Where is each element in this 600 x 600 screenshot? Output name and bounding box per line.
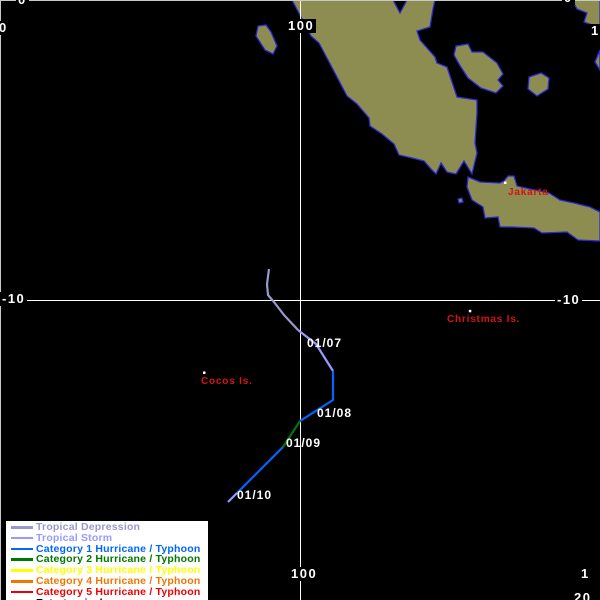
track-segment-tropical-storm-end bbox=[227, 492, 238, 503]
legend-label-category-2: Category 2 Hurricane / Typhoon bbox=[36, 553, 201, 566]
label-lon-100-bottom: 100 bbox=[289, 566, 320, 581]
label-date-0107: 01/07 bbox=[307, 336, 343, 350]
label-cocos-island: Cocos Is. bbox=[201, 376, 253, 387]
label-date-0109: 01/09 bbox=[286, 436, 322, 450]
island-sunda-strait bbox=[457, 197, 464, 204]
label-lon-left-edge: 0 bbox=[0, 21, 10, 35]
legend-label-category-1: Category 1 Hurricane / Typhoon bbox=[36, 542, 201, 555]
track-segment-tropical-storm bbox=[297, 329, 334, 372]
label-jakarta: Jakarta bbox=[508, 187, 549, 198]
legend-swatch-category-5 bbox=[11, 590, 33, 594]
legend-label-tropical-storm: Tropical Storm bbox=[36, 531, 113, 544]
legend-label-category-4: Category 4 Hurricane / Typhoon bbox=[36, 574, 201, 587]
map-frame-top bbox=[0, 0, 600, 1]
legend-label-category-5: Category 5 Hurricane / Typhoon bbox=[36, 585, 201, 598]
legend-label-category-3: Category 3 Hurricane / Typhoon bbox=[36, 564, 201, 577]
track-segment-tropical-depression bbox=[265, 268, 299, 331]
legend-swatch-category-4 bbox=[11, 580, 33, 583]
label-date-0110: 01/10 bbox=[237, 488, 273, 502]
legend-row-category-1: Category 1 Hurricane / Typhoon bbox=[6, 542, 208, 555]
island-mentawai bbox=[255, 24, 278, 55]
legend-row-category-2: Category 2 Hurricane / Typhoon bbox=[6, 554, 208, 565]
label-lat-minus10-right: -10 bbox=[555, 292, 583, 307]
legend-swatch-category-3 bbox=[11, 569, 33, 572]
track-segment-category1-a bbox=[299, 371, 335, 422]
island-java bbox=[466, 175, 600, 242]
cocos-island-marker bbox=[203, 371, 206, 374]
legend-swatch-tropical-storm bbox=[11, 536, 33, 540]
track-segment-category2 bbox=[282, 420, 301, 448]
jakarta-marker bbox=[504, 181, 507, 184]
label-date-0108: 01/08 bbox=[317, 406, 353, 420]
island-bangka bbox=[453, 43, 504, 94]
legend-row-extratropical: Extratropical bbox=[6, 597, 208, 600]
place-markers bbox=[203, 181, 507, 374]
legend-label-tropical-depression: Tropical Depression bbox=[36, 521, 141, 533]
legend-row-tropical-storm: Tropical Storm bbox=[6, 531, 208, 544]
intensity-legend: Tropical Depression Tropical Storm Categ… bbox=[6, 521, 208, 600]
label-lon-right-edge: 1 bbox=[589, 23, 600, 38]
legend-label-extratropical: Extratropical bbox=[36, 597, 103, 600]
label-christmas-island: Christmas Is. bbox=[447, 314, 521, 325]
legend-swatch-category-2 bbox=[11, 558, 33, 562]
label-lat-0-topright: 0 bbox=[562, 0, 575, 5]
label-lon-bottomright: 1 bbox=[579, 566, 592, 581]
christmas-island-marker bbox=[468, 309, 472, 313]
legend-row-category-3: Category 3 Hurricane / Typhoon bbox=[6, 565, 208, 576]
legend-row-category-5: Category 5 Hurricane / Typhoon bbox=[6, 585, 208, 598]
legend-swatch-category-1 bbox=[11, 547, 33, 551]
storm-track bbox=[227, 268, 335, 503]
legend-row-tropical-depression: Tropical Depression bbox=[6, 522, 208, 533]
track-segment-category1-b bbox=[236, 446, 284, 494]
island-borneo-sliver bbox=[594, 49, 600, 72]
label-lon-100-top: 100 bbox=[286, 18, 317, 33]
island-sumatra bbox=[291, 0, 478, 176]
legend-swatch-tropical-depression bbox=[11, 526, 33, 529]
label-lat-bottomright: 20 bbox=[572, 591, 594, 600]
label-lat-0-topleft: 0 bbox=[16, 0, 29, 7]
land-group bbox=[255, 0, 600, 242]
island-belitung bbox=[527, 72, 550, 97]
label-lat-minus10-left: -10 bbox=[0, 291, 28, 306]
legend-row-category-4: Category 4 Hurricane / Typhoon bbox=[6, 576, 208, 587]
